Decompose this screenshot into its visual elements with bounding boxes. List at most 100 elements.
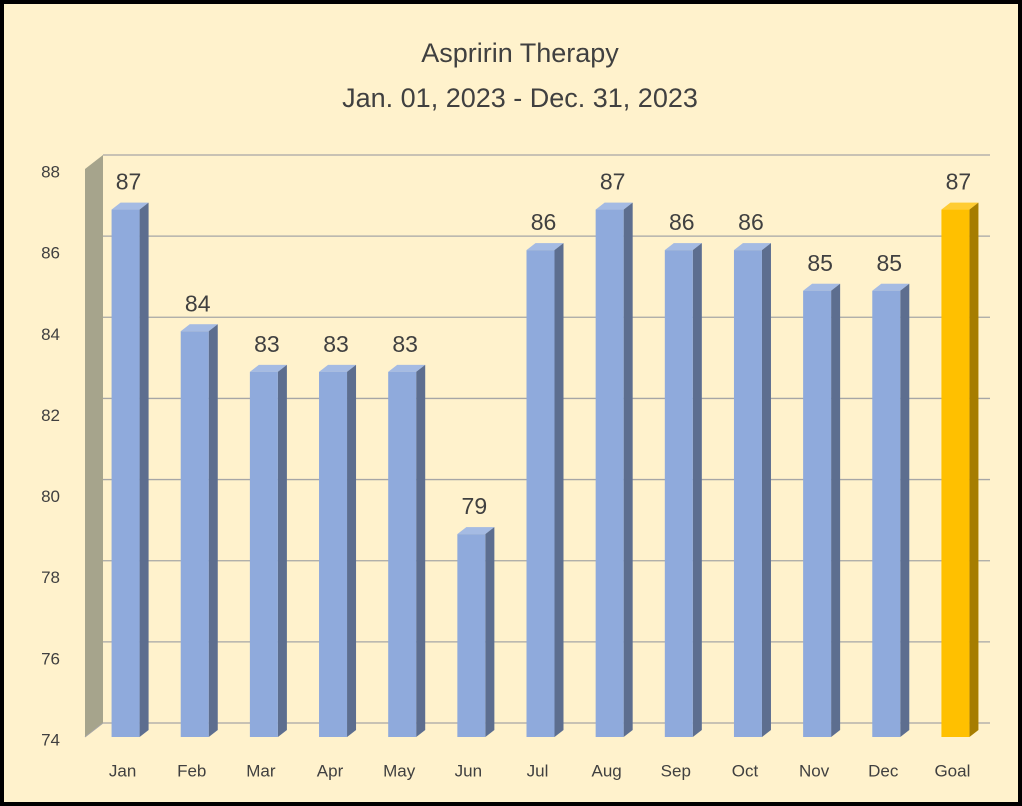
- bar-side: [208, 324, 218, 737]
- x-tick-label: Goal: [934, 761, 970, 780]
- data-label: 86: [669, 209, 695, 235]
- bar-side-shade: [347, 364, 357, 737]
- bar-top: [941, 202, 979, 210]
- bar-top: [111, 202, 149, 210]
- bar-side-shade: [623, 202, 633, 738]
- bar-side-shade: [485, 527, 495, 737]
- bar-side-shade: [761, 243, 771, 737]
- bar-side: [554, 243, 564, 737]
- chart-background: [4, 4, 1018, 802]
- bar: [111, 209, 140, 738]
- data-label: 84: [185, 290, 211, 316]
- bar: [733, 250, 762, 737]
- x-tick-label: Feb: [177, 761, 206, 780]
- bar-top-shade: [319, 364, 357, 372]
- x-tick-label: Aug: [592, 761, 622, 780]
- data-label: 87: [600, 169, 626, 195]
- bar-side-shade: [900, 283, 910, 737]
- bar-top: [457, 527, 495, 535]
- x-tick-label: May: [383, 761, 416, 780]
- data-label: 87: [946, 169, 972, 195]
- bar-top-shade: [664, 243, 702, 251]
- bar-top: [803, 283, 841, 291]
- y-tick-label: 82: [41, 406, 60, 425]
- bar-side: [692, 243, 702, 737]
- y-tick-label: 88: [41, 162, 60, 181]
- data-label: 83: [254, 331, 280, 357]
- data-label: 85: [876, 250, 902, 276]
- bar: [526, 250, 555, 737]
- bar-top-shade: [803, 283, 841, 291]
- data-label: 87: [116, 169, 142, 195]
- bar-side: [623, 202, 633, 738]
- bar-side: [485, 527, 495, 737]
- bar-side-shade: [208, 324, 218, 737]
- bar: [595, 209, 624, 738]
- bar-top-shade: [526, 243, 564, 251]
- bar: [180, 331, 209, 737]
- bar-top-shade: [872, 283, 910, 291]
- bar-side-shade: [692, 243, 702, 737]
- bar: [388, 371, 417, 737]
- chart-title: Aspririn Therapy: [421, 38, 619, 68]
- bar-side-shade: [969, 202, 979, 738]
- bar: [664, 250, 693, 737]
- bar-top-shade: [180, 324, 218, 332]
- bar-top: [595, 202, 633, 210]
- bar-side: [831, 283, 841, 737]
- bar-side-shade: [416, 364, 426, 737]
- data-label: 86: [738, 209, 764, 235]
- bar: [319, 371, 348, 737]
- bar-side: [347, 364, 357, 737]
- bar-side-shade: [277, 364, 287, 737]
- bar-side-shade: [554, 243, 564, 737]
- bar-top: [526, 243, 564, 251]
- y-tick-label: 78: [41, 568, 60, 587]
- bar: [872, 290, 901, 737]
- x-tick-label: Mar: [246, 761, 276, 780]
- bar-top: [249, 364, 287, 372]
- bar: [249, 371, 278, 737]
- x-tick-label: Dec: [868, 761, 899, 780]
- bar-top-shade: [733, 243, 771, 251]
- bar-top: [872, 283, 910, 291]
- y-tick-label: 80: [41, 487, 60, 506]
- bar-side-shade: [139, 202, 149, 738]
- side-wall: [85, 155, 103, 737]
- y-tick-label: 76: [41, 649, 60, 668]
- chart-subtitle: Jan. 01, 2023 - Dec. 31, 2023: [342, 83, 698, 113]
- bar-top-shade: [111, 202, 149, 210]
- y-tick-label: 86: [41, 244, 60, 263]
- bar-side: [969, 202, 979, 738]
- x-tick-label: Nov: [799, 761, 830, 780]
- x-tick-label: Jul: [527, 761, 549, 780]
- bar-top: [733, 243, 771, 251]
- bar: [941, 209, 970, 738]
- bar-side: [139, 202, 149, 738]
- bar-top: [664, 243, 702, 251]
- bar-side: [900, 283, 910, 737]
- bar-side: [277, 364, 287, 737]
- bar-top-shade: [941, 202, 979, 210]
- y-tick-label: 74: [41, 730, 60, 749]
- data-label: 83: [392, 331, 418, 357]
- bar-side: [761, 243, 771, 737]
- x-tick-label: Jan: [109, 761, 136, 780]
- bar-top-shade: [388, 364, 426, 372]
- bar: [803, 290, 832, 737]
- x-tick-label: Sep: [661, 761, 691, 780]
- x-tick-label: Apr: [317, 761, 344, 780]
- bar-top: [388, 364, 426, 372]
- x-tick-label: Jun: [455, 761, 482, 780]
- data-label: 85: [807, 250, 833, 276]
- bar-top: [180, 324, 218, 332]
- bar-top-shade: [595, 202, 633, 210]
- floor-edge: [84, 722, 104, 738]
- bar: [457, 534, 486, 737]
- data-label: 86: [531, 209, 557, 235]
- data-label: 83: [323, 331, 349, 357]
- bar-top-shade: [249, 364, 287, 372]
- bar-top-shade: [457, 527, 495, 535]
